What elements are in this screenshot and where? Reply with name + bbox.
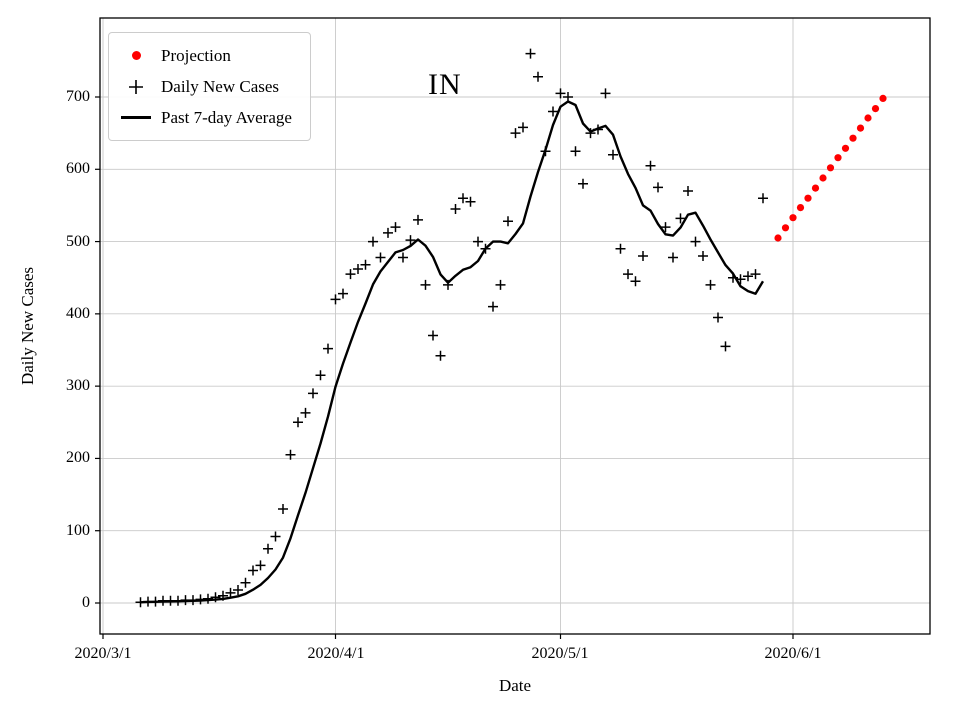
legend-label: Projection (161, 45, 231, 65)
y-tick-label: 500 (66, 233, 90, 250)
line-marker-icon (119, 116, 153, 119)
y-axis-label: Daily New Cases (18, 266, 37, 386)
legend-label: Daily New Cases (161, 76, 280, 96)
legend-item-daily-new-cases: Daily New Cases (119, 71, 292, 102)
y-tick-label: 400 (66, 305, 90, 322)
y-tick-label: 600 (66, 160, 90, 177)
projection-dot-icon (119, 51, 153, 60)
legend: Projection Daily New Cases Past 7-day Av… (108, 32, 311, 141)
y-tick-label: 0 (82, 594, 90, 611)
x-tick-label: 2020/5/1 (531, 645, 589, 662)
x-tick-label: 2020/4/1 (307, 645, 365, 662)
legend-label: Past 7-day Average (161, 107, 292, 127)
y-tick-label: 100 (66, 522, 90, 539)
legend-item-7day-average: Past 7-day Average (119, 102, 292, 133)
legend-item-projection: Projection (119, 40, 292, 71)
x-tick-label: 2020/3/1 (74, 645, 132, 662)
chart-title: IN (428, 68, 462, 101)
y-tick-label: 700 (66, 88, 90, 105)
plus-marker-icon (119, 78, 153, 96)
x-axis-label: Date (498, 676, 532, 695)
x-tick-label: 2020/6/1 (764, 645, 822, 662)
y-tick-label: 200 (66, 449, 90, 466)
y-tick-label: 300 (66, 377, 90, 394)
